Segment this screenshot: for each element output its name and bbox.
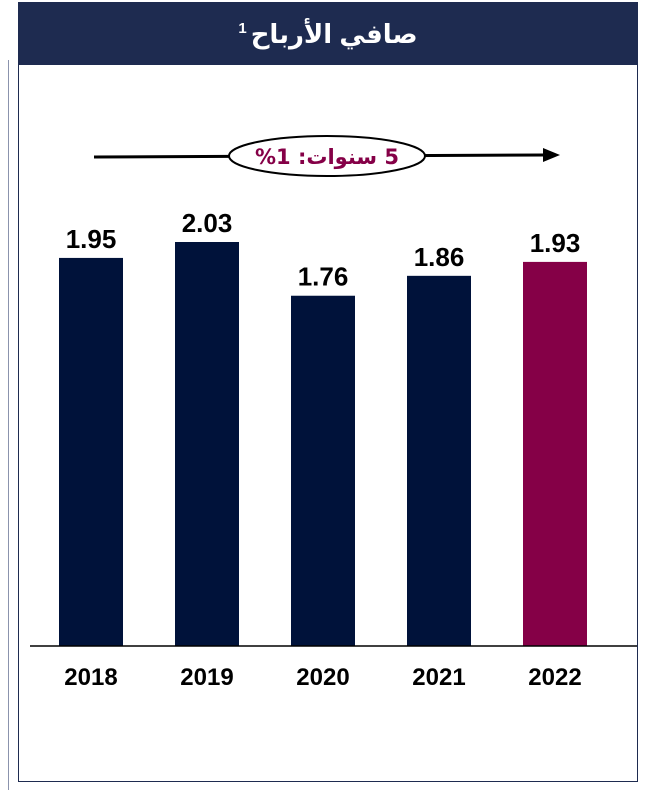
cagr-arrow-head-icon <box>543 148 560 162</box>
value-label-2019: 2.03 <box>182 208 233 238</box>
value-label-2020: 1.76 <box>298 262 349 292</box>
x-tick-2021: 2021 <box>412 664 465 691</box>
cagr-label: 5 سنوات: 1% <box>255 145 399 169</box>
bar-2020 <box>291 295 355 646</box>
chart-header: صافي الأرباح1 <box>19 3 637 65</box>
chart-title: صافي الأرباح1 <box>238 18 418 49</box>
value-label-2022: 1.93 <box>530 228 581 258</box>
value-labels-layer: 1.95 2.03 1.76 1.86 1.93 <box>66 208 581 292</box>
x-tick-2018: 2018 <box>64 664 117 691</box>
title-footnote-marker: 1 <box>238 19 247 37</box>
bar-2019 <box>175 242 239 646</box>
bar-2021 <box>407 275 471 646</box>
x-tick-2019: 2019 <box>180 664 233 691</box>
bar-2022 <box>523 261 587 646</box>
bar-2018 <box>59 257 123 646</box>
cagr-ellipse <box>228 135 426 177</box>
x-tick-labels-layer: 2018 2019 2020 2021 2022 <box>64 664 581 691</box>
bars-layer <box>59 242 587 646</box>
value-label-2021: 1.86 <box>414 242 465 272</box>
x-tick-2020: 2020 <box>296 664 349 691</box>
left-border-line <box>8 60 9 790</box>
value-label-2018: 1.95 <box>66 224 117 254</box>
cagr-annotation: 5 سنوات: 1% <box>93 135 560 177</box>
x-tick-2022: 2022 <box>528 664 581 691</box>
